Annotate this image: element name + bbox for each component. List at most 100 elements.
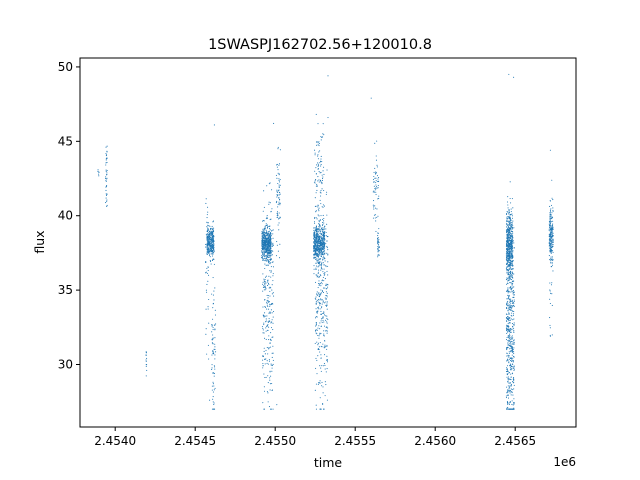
data-point — [507, 261, 509, 263]
data-point — [506, 211, 508, 213]
data-point — [322, 316, 324, 318]
data-point — [212, 401, 214, 403]
data-point — [321, 174, 323, 176]
data-point — [511, 305, 513, 307]
data-point — [551, 229, 553, 231]
data-point — [322, 223, 324, 225]
data-point — [323, 242, 325, 244]
data-point — [510, 226, 512, 228]
data-point — [510, 394, 512, 396]
data-point — [261, 232, 263, 234]
data-point — [508, 362, 510, 364]
data-point — [505, 313, 508, 315]
data-point — [509, 337, 511, 339]
data-point — [507, 257, 509, 259]
data-point — [320, 332, 322, 335]
data-point — [319, 380, 321, 382]
data-point — [323, 321, 325, 323]
data-point — [263, 228, 265, 230]
data-point — [511, 359, 513, 361]
data-point — [263, 243, 265, 245]
data-point — [317, 301, 319, 303]
data-point — [323, 268, 325, 270]
data-point — [319, 259, 321, 261]
data-point — [214, 287, 216, 289]
data-point — [513, 247, 515, 249]
data-point — [512, 260, 514, 263]
data-point — [513, 328, 515, 330]
data-point — [506, 391, 508, 393]
data-point — [105, 170, 107, 173]
data-point — [207, 227, 209, 229]
data-point — [512, 272, 514, 274]
data-point — [324, 252, 326, 254]
data-point — [206, 229, 209, 231]
data-point — [268, 318, 270, 320]
data-point — [272, 275, 274, 277]
data-point — [276, 404, 278, 406]
data-point — [272, 363, 274, 366]
data-point — [317, 383, 319, 386]
data-point — [319, 150, 321, 152]
data-point — [265, 287, 267, 289]
data-point — [506, 332, 508, 334]
data-point — [377, 198, 379, 200]
data-point — [512, 314, 514, 316]
data-point — [506, 242, 508, 244]
data-point — [267, 392, 269, 394]
data-point — [213, 403, 215, 406]
data-point — [509, 348, 511, 350]
data-point — [97, 170, 99, 173]
data-point — [272, 266, 274, 268]
data-point — [266, 315, 268, 317]
data-point — [211, 233, 213, 235]
data-point — [319, 225, 321, 227]
data-point — [263, 390, 266, 392]
data-point — [506, 376, 508, 378]
data-point — [322, 402, 324, 405]
data-point — [326, 368, 328, 370]
data-point — [511, 226, 513, 229]
data-point — [508, 270, 510, 272]
data-point — [313, 238, 315, 240]
data-point — [278, 179, 280, 182]
data-point — [268, 360, 271, 362]
data-point — [327, 253, 329, 255]
data-point — [321, 262, 323, 264]
data-point — [263, 316, 265, 318]
data-point — [213, 245, 215, 247]
data-point — [510, 208, 512, 210]
data-point — [209, 235, 211, 237]
data-point — [268, 287, 270, 289]
data-point — [207, 249, 209, 251]
data-point — [508, 295, 510, 298]
data-point — [549, 215, 551, 217]
data-point — [505, 257, 508, 259]
data-point — [263, 233, 265, 235]
data-point — [314, 245, 316, 247]
data-point — [266, 257, 268, 259]
data-point — [319, 219, 321, 221]
data-point — [507, 265, 509, 267]
data-point — [319, 250, 321, 252]
data-point — [322, 177, 324, 180]
data-point — [210, 234, 212, 236]
data-point — [511, 213, 513, 215]
data-point — [506, 389, 509, 391]
data-point — [262, 241, 264, 243]
data-point — [315, 262, 317, 264]
data-point — [319, 304, 321, 306]
data-point — [506, 324, 508, 326]
data-point — [322, 386, 324, 388]
data-point — [268, 236, 270, 238]
data-point — [374, 142, 376, 144]
data-point — [263, 231, 265, 233]
data-point — [266, 284, 269, 287]
data-point — [266, 360, 268, 362]
data-point — [506, 352, 508, 355]
data-point — [265, 330, 267, 332]
data-point — [314, 170, 316, 172]
data-point — [214, 309, 216, 311]
data-point — [509, 221, 511, 223]
data-point — [264, 306, 266, 308]
